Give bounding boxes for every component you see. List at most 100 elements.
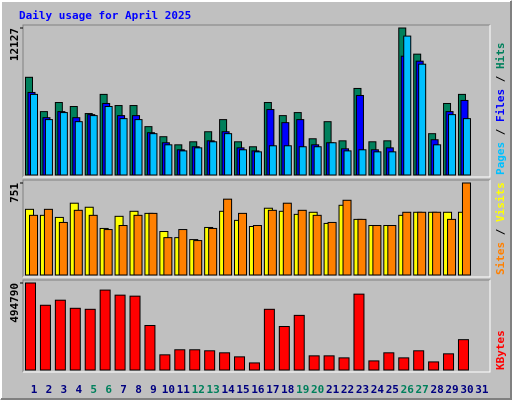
bar: [328, 142, 337, 176]
legend-entry: Sites: [494, 242, 507, 275]
x-tick-label: 18: [281, 383, 294, 396]
bar: [74, 121, 83, 176]
bar: [278, 326, 290, 371]
bar: [208, 227, 218, 276]
bar: [323, 355, 335, 371]
bar: [164, 144, 173, 176]
bar: [413, 350, 425, 371]
bar: [174, 349, 186, 371]
bar: [268, 145, 277, 176]
bar: [313, 146, 322, 176]
bar: [368, 360, 380, 371]
x-tick-label: 22: [341, 383, 354, 396]
bar: [159, 354, 171, 371]
bar: [144, 324, 156, 371]
bar: [248, 362, 260, 371]
bar: [298, 146, 307, 176]
bar: [282, 202, 292, 276]
x-tick-label: 11: [177, 383, 191, 396]
bar: [388, 151, 397, 176]
x-tick-label: 27: [416, 383, 429, 396]
bar: [134, 119, 143, 176]
bar: [263, 308, 275, 371]
bar: [234, 356, 246, 371]
bar: [353, 293, 365, 371]
x-tick-label: 30: [460, 383, 473, 396]
x-tick-label: 23: [356, 383, 369, 396]
bar: [297, 209, 307, 276]
bar: [29, 214, 38, 276]
bar: [58, 221, 68, 276]
x-tick-label: 26: [401, 383, 415, 396]
chart-title: Daily usage for April 2025: [19, 9, 191, 22]
bar: [357, 218, 367, 276]
x-tick-label: 10: [162, 383, 175, 396]
x-tick-label: 15: [236, 383, 249, 396]
bar: [343, 150, 352, 176]
bar: [118, 225, 128, 276]
bar: [204, 350, 216, 371]
x-tick-label: 5: [90, 383, 97, 396]
bar: [179, 150, 188, 176]
y-max-label: 494790: [8, 283, 21, 323]
bar: [59, 112, 68, 176]
legend-entry: Hits: [494, 43, 507, 70]
bar: [403, 35, 412, 176]
bar: [129, 295, 141, 371]
x-tick-label: 8: [135, 383, 142, 396]
panel-bevel-dark: [22, 179, 490, 277]
bar: [43, 208, 53, 276]
bar: [103, 229, 113, 276]
x-tick-label: 3: [61, 383, 68, 396]
bar: [308, 355, 320, 371]
legend: Sites / Visits: [494, 182, 507, 275]
legend-entry: Visits: [494, 182, 507, 222]
bar: [224, 133, 233, 176]
legend-entry: Files: [494, 89, 507, 122]
bar: [88, 214, 98, 276]
x-tick-label: 20: [311, 383, 324, 396]
bar: [163, 237, 173, 276]
panel-bevel-light: [23, 280, 491, 373]
bar: [238, 212, 248, 276]
bar: [457, 339, 469, 371]
bar: [338, 357, 350, 371]
bar: [104, 106, 113, 176]
x-tick-label: 2: [46, 383, 53, 396]
bar: [178, 229, 188, 276]
bar: [149, 133, 158, 176]
x-tick-label: 24: [371, 383, 385, 396]
bar: [44, 119, 53, 176]
bar: [417, 211, 427, 276]
legend-separator: /: [494, 69, 507, 89]
legend-separator: /: [494, 122, 507, 142]
bar: [342, 199, 352, 276]
bar: [209, 141, 218, 176]
bar: [398, 357, 410, 371]
bar: [119, 118, 128, 176]
bar: [194, 147, 203, 176]
bar: [447, 218, 457, 276]
legend: KBytes: [494, 330, 507, 370]
bar: [443, 353, 455, 371]
bar: [418, 63, 427, 176]
x-tick-label: 19: [296, 383, 309, 396]
x-tick-label: 29: [445, 383, 458, 396]
x-tick-label: 12: [192, 383, 205, 396]
bar: [252, 225, 262, 276]
bar: [448, 114, 457, 176]
x-tick-label: 1: [31, 383, 38, 396]
legend-entry: KBytes: [494, 330, 507, 370]
x-tick-label: 13: [207, 383, 220, 396]
legend-separator: /: [494, 222, 507, 242]
bar: [193, 240, 203, 276]
x-tick-label: 17: [266, 383, 279, 396]
bar: [69, 307, 81, 371]
bar: [293, 314, 305, 371]
x-tick-label: 28: [430, 383, 443, 396]
x-tick-label: 31: [475, 383, 489, 396]
bar: [39, 304, 51, 371]
panel-bevel-light: [23, 180, 491, 278]
